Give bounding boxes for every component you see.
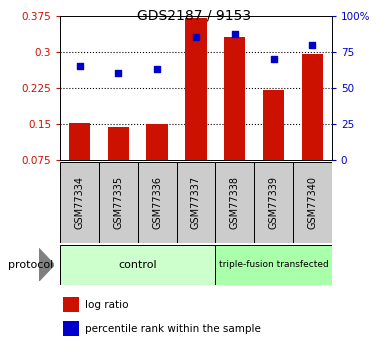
FancyBboxPatch shape	[99, 162, 138, 243]
Text: triple-fusion transfected: triple-fusion transfected	[219, 260, 328, 269]
FancyBboxPatch shape	[215, 245, 332, 285]
Point	[76, 63, 83, 69]
Bar	[63, 297, 79, 312]
Bar	[185, 18, 207, 160]
Point	[309, 42, 315, 47]
Point	[115, 71, 121, 76]
Text: protocol: protocol	[8, 260, 53, 270]
Bar	[302, 54, 323, 160]
Text: GSM77334: GSM77334	[74, 176, 85, 229]
Point	[232, 32, 238, 37]
Point	[154, 66, 160, 72]
Bar	[263, 90, 284, 160]
Point	[193, 34, 199, 40]
Text: GDS2187 / 9153: GDS2187 / 9153	[137, 9, 251, 23]
Bar	[147, 124, 168, 160]
FancyBboxPatch shape	[60, 245, 215, 285]
FancyBboxPatch shape	[177, 162, 215, 243]
Text: GSM77340: GSM77340	[307, 176, 317, 229]
Text: GSM77335: GSM77335	[113, 176, 123, 229]
Bar	[69, 123, 90, 160]
Text: GSM77338: GSM77338	[230, 176, 240, 229]
FancyBboxPatch shape	[293, 162, 332, 243]
Point	[270, 56, 277, 62]
Text: GSM77337: GSM77337	[191, 176, 201, 229]
Bar	[108, 127, 129, 160]
Text: percentile rank within the sample: percentile rank within the sample	[85, 324, 260, 334]
Bar	[224, 37, 246, 160]
Polygon shape	[39, 248, 54, 281]
Bar	[63, 321, 79, 336]
Text: GSM77339: GSM77339	[268, 176, 279, 229]
FancyBboxPatch shape	[60, 162, 99, 243]
FancyBboxPatch shape	[138, 162, 177, 243]
FancyBboxPatch shape	[254, 162, 293, 243]
Text: GSM77336: GSM77336	[152, 176, 162, 229]
Text: log ratio: log ratio	[85, 300, 128, 310]
FancyBboxPatch shape	[215, 162, 254, 243]
Text: control: control	[118, 260, 157, 270]
